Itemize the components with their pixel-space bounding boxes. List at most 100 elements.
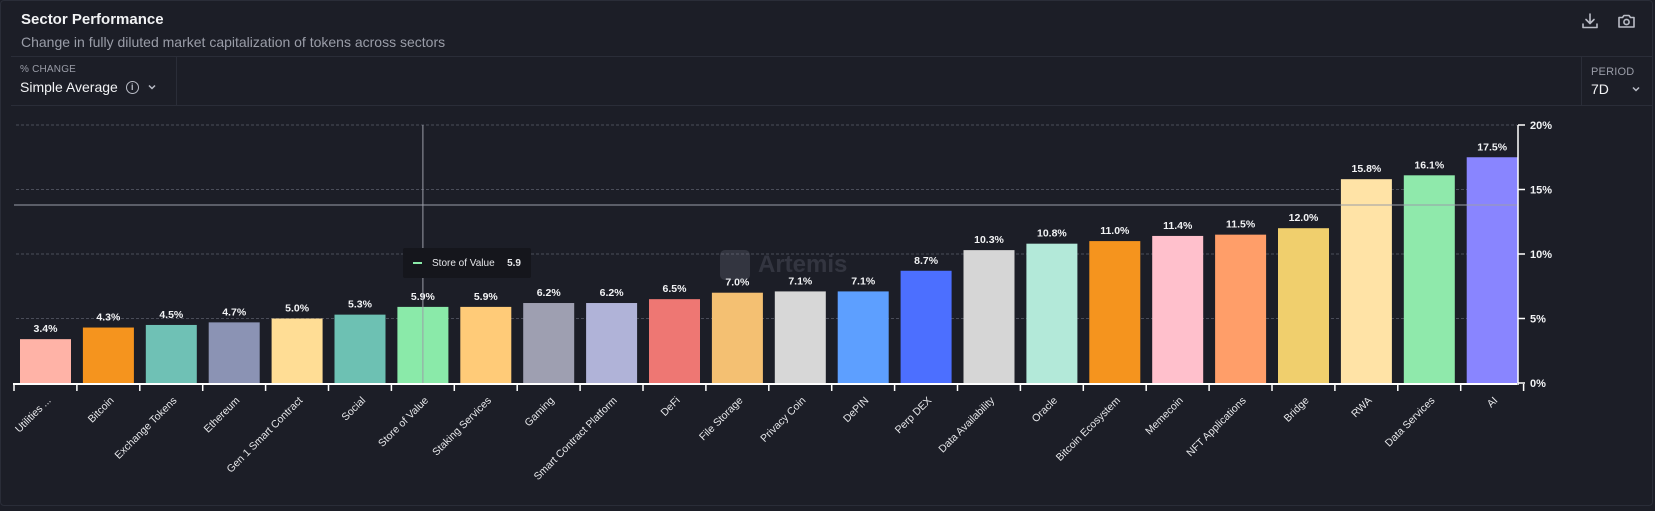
metric-label: % CHANGE	[20, 64, 77, 75]
info-icon[interactable]: i	[125, 80, 139, 94]
x-tick-label: Oracle	[1030, 395, 1060, 425]
camera-icon	[1617, 14, 1635, 28]
data-label: 10.3%	[974, 234, 1004, 246]
bar[interactable]	[900, 270, 952, 383]
bar-chart: 3.4%4.3% 4.5% 4.7% 5.0% 5.3%5.9% 5.9% 6.2% 6.2%…	[13, 120, 1552, 483]
x-tick-label: NFT Applications	[1184, 395, 1248, 459]
bar[interactable]	[963, 250, 1015, 383]
chevron-down-icon	[148, 84, 156, 90]
y-tick-label: 20%	[1530, 120, 1552, 132]
data-label: 8.7%	[914, 255, 939, 267]
bar[interactable]	[145, 324, 197, 383]
bar[interactable]	[208, 322, 260, 383]
x-tick-label: AI	[1485, 395, 1501, 411]
download-button[interactable]	[1578, 9, 1602, 33]
data-label: 12.0%	[1289, 212, 1319, 224]
bar[interactable]	[1403, 175, 1455, 383]
data-label: 5.3%	[348, 299, 373, 311]
bar[interactable]	[523, 303, 575, 383]
period-selector[interactable]: PERIOD 7D	[1581, 57, 1652, 105]
bar[interactable]	[1152, 235, 1204, 383]
data-label: 7.1%	[788, 275, 813, 287]
bar[interactable]	[460, 306, 512, 383]
y-axis: 0% 5% 10% 15% 20%	[1517, 120, 1552, 390]
bar[interactable]	[1340, 179, 1392, 383]
chevron-down-icon	[1632, 86, 1640, 92]
data-label: 4.3%	[96, 312, 121, 324]
data-label: 5.0%	[285, 303, 310, 315]
period-value: 7D	[1591, 81, 1609, 97]
x-tick-label: Social	[339, 395, 368, 424]
bar[interactable]	[1215, 234, 1267, 383]
tooltip-swatch	[413, 262, 422, 264]
x-tick-label: Memecoin	[1143, 395, 1186, 438]
bar[interactable]	[82, 327, 134, 383]
chart-controls: % CHANGE Simple Average i PERIOD 7D	[11, 56, 1652, 106]
chart-area: 3.4% 4.3% 4.5% 4.7% 5.0% 5.3% 5.9% 5.9% 6.2% 6.2%…	[0, 104, 1655, 506]
grid-lines	[16, 124, 1517, 319]
data-label: 11.5%	[1226, 219, 1256, 231]
bar[interactable]	[1466, 157, 1518, 383]
data-label: 4.7%	[222, 306, 247, 318]
y-tick-label: 0%	[1530, 378, 1546, 390]
bar[interactable]	[586, 303, 638, 383]
bar[interactable]	[837, 291, 889, 383]
bar[interactable]	[774, 291, 826, 383]
chart-title: Sector Performance	[21, 11, 164, 28]
bar[interactable]	[1278, 228, 1329, 383]
data-label: 6.2%	[537, 287, 562, 299]
data-label: 7.1%	[851, 275, 876, 287]
metric-dropdown[interactable]: Simple Average i	[20, 79, 157, 95]
bar[interactable]	[649, 299, 700, 383]
x-tick-label: Data Availability	[936, 394, 997, 455]
bar[interactable]	[1089, 241, 1141, 383]
y-tick-label: 5%	[1530, 314, 1546, 326]
data-label: 11.0%	[1100, 225, 1130, 237]
x-tick-label: Bridge	[1282, 395, 1312, 425]
bar[interactable]	[334, 314, 386, 383]
card-header: Sector Performance Change in fully dilut…	[21, 9, 1652, 57]
data-label: 4.5%	[159, 309, 184, 321]
data-labels: 3.4%4.3% 4.5% 4.7% 5.0% 5.3%5.9% 5.9% 6.2% 6.2%…	[34, 141, 1508, 335]
x-tick-label: Staking Services	[430, 395, 494, 459]
data-label: 15.8%	[1352, 163, 1382, 175]
tooltip-value: 5.9	[507, 257, 521, 269]
x-tick-label: Utilities ...	[13, 395, 54, 436]
metric-selector[interactable]: % CHANGE Simple Average i	[11, 57, 177, 105]
data-label: 5.9%	[474, 291, 499, 303]
bar[interactable]	[711, 292, 763, 383]
bar[interactable]	[20, 339, 71, 383]
period-dropdown[interactable]: 7D	[1591, 81, 1641, 97]
x-tick-label: Exchange Tokens	[112, 395, 179, 462]
header-actions	[1578, 9, 1638, 33]
x-tick-label: File Storage	[697, 395, 746, 444]
x-tick-label: Perp DEX	[893, 395, 934, 436]
x-tick-label: DeFi	[658, 395, 682, 419]
x-tick-label: DePIN	[841, 395, 871, 425]
period-label: PERIOD	[1591, 66, 1635, 78]
x-tick-label: Bitcoin	[86, 395, 117, 426]
x-tick-label: Gaming	[522, 395, 557, 430]
bar[interactable]	[271, 318, 323, 384]
x-tick-label: Ethereum	[202, 394, 243, 435]
x-tick-label: Data Services	[1383, 395, 1438, 450]
data-label: 16.1%	[1414, 159, 1444, 171]
data-label: 6.2%	[600, 287, 625, 299]
chart-tooltip: Store of Value 5.9	[403, 248, 531, 278]
bars	[20, 157, 1518, 383]
tooltip-series-name: Store of Value	[432, 257, 495, 269]
x-tick-label: RWA	[1349, 395, 1374, 420]
data-label: 11.4%	[1163, 220, 1193, 232]
screenshot-button[interactable]	[1614, 9, 1638, 33]
data-label: 3.4%	[34, 323, 59, 335]
x-tick-label: Store of Value	[376, 395, 431, 450]
download-icon	[1582, 13, 1598, 29]
data-label: 7.0%	[725, 277, 750, 289]
data-label: 17.5%	[1477, 141, 1507, 153]
bar[interactable]	[1026, 243, 1078, 383]
data-label: 10.8%	[1037, 228, 1067, 240]
chart-subtitle: Change in fully diluted market capitaliz…	[21, 34, 446, 50]
y-tick-label: 15%	[1530, 185, 1552, 197]
x-tick-label: Privacy Coin	[758, 395, 808, 445]
